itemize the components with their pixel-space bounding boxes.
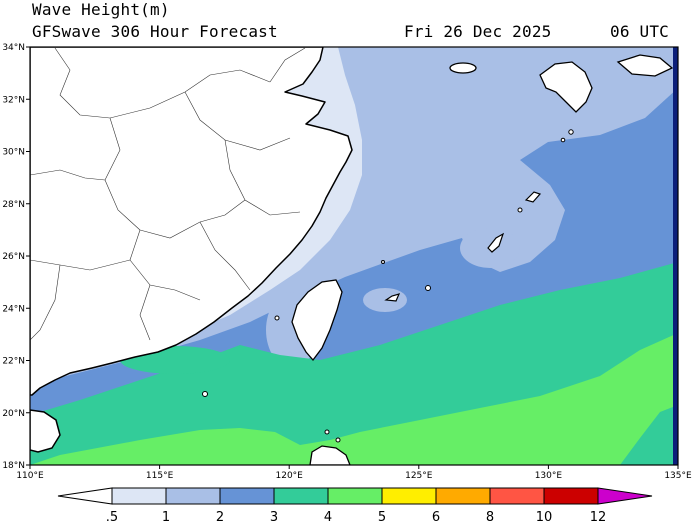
- forecast-date: Fri 26 Dec 2025: [404, 22, 552, 41]
- hainan-island: [30, 409, 61, 453]
- lat-tick-label: 34°N: [2, 43, 25, 53]
- colorbar-swatch: [381, 487, 437, 505]
- east-boundary-strip: [673, 47, 678, 465]
- colorbar-label: 2: [216, 510, 224, 525]
- colorbar-swatch: [543, 487, 599, 505]
- small-island-8: [274, 315, 280, 321]
- colorbar-label: 12: [590, 510, 607, 525]
- wave-band-4-5: [30, 333, 678, 465]
- mainland-china: [30, 47, 353, 396]
- lat-tick-label: 18°N: [2, 461, 25, 471]
- small-island-3: [568, 129, 574, 135]
- lat-tick-label: 30°N: [2, 148, 25, 158]
- small-island-5: [202, 391, 208, 397]
- lat-tick-label: 32°N: [2, 95, 25, 105]
- colorbar-swatch: [165, 487, 221, 505]
- colorbar-label: 1: [162, 510, 170, 525]
- lon-tick-label: 120°E: [276, 471, 304, 481]
- small-island-6: [324, 429, 330, 435]
- chart-title: Wave Height(m): [32, 0, 170, 19]
- colorbar-swatch: [327, 487, 383, 505]
- lat-tick-label: 28°N: [2, 200, 25, 210]
- jeju-island: [449, 62, 477, 74]
- colorbar-under-arrow: [57, 487, 113, 505]
- lat-tick-label: 22°N: [2, 357, 25, 367]
- lat-tick-label: 26°N: [2, 252, 25, 262]
- kyushu-island: [539, 61, 593, 113]
- colorbar-swatch: [435, 487, 491, 505]
- province-boundaries: [30, 47, 306, 341]
- small-island-1: [381, 260, 385, 264]
- forecast-time: 06 UTC: [610, 22, 669, 41]
- miyako-island: [384, 293, 401, 302]
- colorbar-label: 10: [536, 510, 553, 525]
- axis-ticks: 110°E 115°E 120°E 125°E 130°E 135°E 18°N 20°N 22…: [2, 43, 692, 481]
- lon-tick-label: 125°E: [405, 471, 433, 481]
- forecast-label: GFSwave 306 Hour Forecast: [32, 22, 278, 41]
- small-island-7: [335, 437, 341, 443]
- colorbar-label: 6: [432, 510, 440, 525]
- ishigaki-island: [425, 285, 431, 291]
- small-island-4: [560, 137, 566, 143]
- colorbar-label: 4: [324, 510, 332, 525]
- colorbar: .5 1 2 3 4 5 6 8 10 12: [57, 487, 653, 525]
- lon-tick-label: 110°E: [16, 471, 44, 481]
- taiwan-island: [291, 279, 343, 362]
- small-island-2: [517, 207, 523, 213]
- amami-island: [524, 191, 542, 203]
- shikoku-island: [616, 54, 674, 77]
- colorbar-label: 3: [270, 510, 278, 525]
- lon-tick-label: 115°E: [146, 471, 174, 481]
- luzon-island: [309, 445, 351, 465]
- colorbar-swatch: [273, 487, 329, 505]
- colorbar-label: 5: [378, 510, 386, 525]
- okinawa-island: [487, 232, 505, 253]
- lat-tick-label: 24°N: [2, 304, 25, 314]
- colorbar-over-arrow: [597, 487, 653, 505]
- colorbar-swatch: [489, 487, 545, 505]
- colorbar-swatch: [219, 487, 275, 505]
- lon-tick-label: 135°E: [664, 471, 692, 481]
- colorbar-swatch: [111, 487, 167, 505]
- colorbar-label: 8: [486, 510, 494, 525]
- lon-tick-label: 130°E: [535, 471, 563, 481]
- lat-tick-label: 20°N: [2, 409, 25, 419]
- colorbar-label: .5: [106, 510, 118, 525]
